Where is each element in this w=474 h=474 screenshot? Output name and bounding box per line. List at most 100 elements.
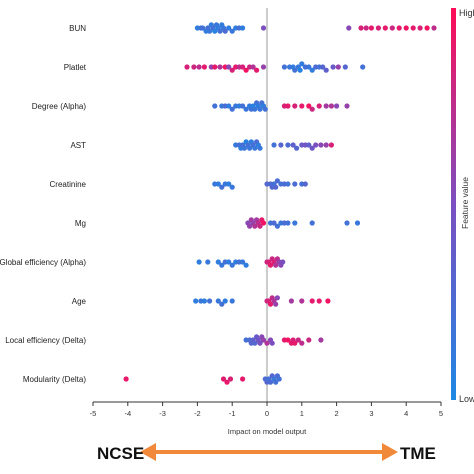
feature-label: Platlet [64,63,87,72]
data-point [328,103,334,109]
data-point [226,64,232,70]
feature-label: AST [70,141,86,150]
data-point [344,103,350,109]
data-point [344,220,350,226]
data-point [247,145,253,151]
data-point [205,259,211,265]
colorbar-high-label: High [459,8,474,18]
data-point [243,67,249,73]
data-point [299,340,305,346]
data-point [342,64,348,70]
x-tick-label: 1 [300,409,304,418]
data-point [241,145,247,151]
data-point [243,262,249,268]
data-point [285,103,291,109]
data-point [288,298,294,304]
data-point [274,223,280,229]
data-point [220,376,227,382]
feature-label: Modularity (Delta) [23,375,86,384]
x-tick-label: -2 [194,409,201,418]
x-axis-label: Impact on model output [228,427,307,436]
data-point [219,262,225,268]
data-point [222,298,228,304]
data-point [250,64,256,70]
data-point [267,301,274,307]
data-point [306,337,312,343]
data-point [212,64,218,70]
data-point [276,376,282,382]
data-point [193,298,199,304]
data-point [285,337,291,343]
data-point [273,184,279,190]
data-point [375,25,381,31]
x-tick-label: 3 [369,409,373,418]
data-point [240,103,246,109]
data-point [260,337,267,343]
data-point [219,301,225,307]
data-point [389,25,395,31]
data-point [226,259,232,265]
data-point [309,106,315,112]
data-point [229,67,235,73]
data-point [264,340,270,346]
data-point [368,25,374,31]
data-point [330,64,336,70]
data-point [273,301,279,307]
data-point [212,103,218,109]
data-point [292,340,298,346]
x-tick-label: 4 [404,409,408,418]
data-point [201,64,207,70]
data-point [257,106,263,112]
data-points [123,22,437,385]
data-point [262,106,268,112]
data-point [229,28,235,34]
data-point [273,379,279,385]
data-point [354,220,361,226]
data-point [226,103,232,109]
data-point [306,103,312,109]
data-point [252,145,258,151]
data-point [292,181,298,187]
colorbar [451,8,456,400]
data-point [240,259,246,265]
feature-label: Local efficiency (Delta) [5,336,86,345]
data-point [309,298,315,304]
data-point [271,220,277,226]
data-point [335,64,341,70]
feature-label: Creatinine [50,180,87,189]
data-point [403,25,409,31]
data-point [240,64,246,70]
data-point [215,298,221,304]
x-tick-label: 5 [439,409,443,418]
data-point [219,184,225,190]
data-point [280,259,286,265]
data-point [274,178,280,184]
data-point [257,223,263,229]
data-point [285,142,291,148]
data-point [227,376,234,382]
data-point [363,25,369,31]
data-point [299,103,305,109]
data-point [212,28,218,34]
data-point [260,25,267,31]
data-point [260,64,267,70]
data-point [323,103,329,109]
data-point [346,25,352,31]
data-point [229,106,235,112]
data-point [200,25,206,31]
data-point [196,259,202,265]
data-point [229,262,235,268]
data-point [325,298,331,304]
x-tick-label: 2 [335,409,339,418]
data-point [292,67,298,73]
data-point [278,142,284,148]
data-point [201,298,207,304]
feature-label: Global efficiency (Alpha) [0,258,86,267]
data-point [299,61,305,67]
data-point [196,64,202,70]
data-point [285,181,291,187]
data-point [257,340,263,346]
data-point [215,181,221,187]
data-point [318,142,324,148]
